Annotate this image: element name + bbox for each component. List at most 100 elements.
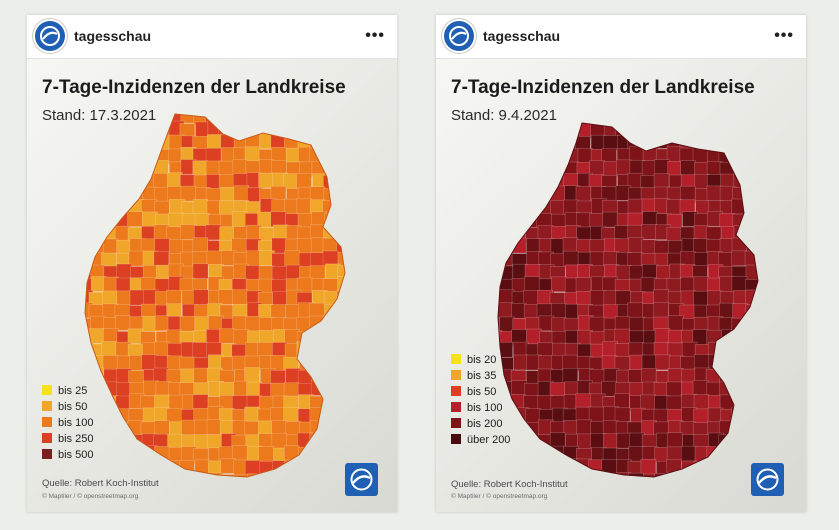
district-cell — [325, 355, 341, 372]
district-cell — [85, 122, 92, 139]
district-cell — [498, 225, 501, 242]
district-cell — [285, 114, 301, 123]
district-cell — [536, 446, 553, 462]
district-cell — [759, 369, 774, 384]
legend-label: bis 100 — [467, 402, 503, 414]
district-cell — [575, 186, 592, 202]
map-date: Stand: 9.4.2021 — [451, 107, 557, 124]
district-cell — [523, 435, 540, 451]
district-cell — [513, 459, 529, 476]
more-options-icon[interactable]: ••• — [365, 27, 385, 44]
district-cell — [336, 367, 345, 383]
district-cell — [180, 185, 197, 202]
district-cell — [615, 123, 631, 137]
legend-label: über 200 — [467, 434, 511, 446]
district-cell — [745, 224, 758, 241]
district-cell — [510, 224, 526, 241]
district-cell — [351, 174, 366, 189]
district-cell — [707, 123, 724, 125]
district-cell — [693, 134, 710, 150]
district-cell — [102, 200, 119, 216]
district-cell — [299, 473, 315, 477]
district-cell — [745, 328, 758, 344]
district-cell — [666, 123, 682, 125]
district-cell — [551, 134, 567, 151]
district-cell — [309, 355, 326, 372]
account-name[interactable]: tagesschau — [74, 28, 152, 44]
district-cell — [498, 317, 500, 334]
district-cell — [693, 123, 709, 126]
district-cell — [116, 121, 133, 138]
district-cell — [760, 251, 775, 266]
district-cell — [102, 161, 118, 178]
district-cell — [498, 341, 514, 358]
district-cell — [154, 114, 170, 124]
district-cell — [323, 175, 339, 191]
district-cell — [745, 369, 758, 386]
germany-map — [84, 113, 366, 478]
district-cell — [85, 238, 93, 254]
district-cell — [114, 173, 131, 190]
district-cell — [512, 123, 528, 138]
district-cell — [116, 432, 133, 449]
district-cell — [641, 123, 658, 126]
district-cell — [324, 120, 340, 137]
district-cell — [325, 447, 341, 463]
district-cell — [180, 471, 197, 477]
district-cell — [85, 212, 91, 229]
district-cell — [271, 266, 288, 282]
account-name[interactable]: tagesschau — [483, 28, 561, 44]
legend-swatch — [451, 370, 461, 380]
district-cell — [335, 380, 345, 396]
district-cell — [654, 473, 671, 477]
district-cell — [324, 114, 340, 125]
district-cell — [283, 445, 300, 462]
district-cell — [759, 238, 774, 253]
district-cell — [627, 302, 643, 319]
tagesschau-logo-avatar[interactable] — [35, 21, 65, 51]
district-cell — [258, 114, 274, 126]
district-cell — [537, 460, 554, 477]
district-cell — [526, 149, 542, 165]
district-cell — [537, 148, 554, 165]
district-cell — [731, 434, 748, 451]
district-cell — [311, 459, 327, 476]
district-cell — [283, 382, 300, 398]
district-cell — [336, 147, 345, 164]
district-cell — [731, 250, 747, 267]
district-cell — [349, 342, 364, 357]
district-cell — [116, 160, 133, 176]
district-cell — [733, 148, 750, 165]
district-cell — [589, 290, 606, 306]
legend-label: bis 35 — [467, 370, 497, 382]
district-cell — [693, 460, 710, 477]
district-cell — [511, 173, 527, 189]
district-cell — [116, 290, 133, 307]
tagesschau-logo-avatar[interactable] — [444, 21, 474, 51]
tagesschau-logo-icon — [345, 463, 378, 496]
district-cell — [324, 380, 340, 397]
district-cell — [498, 199, 515, 216]
district-cell — [85, 160, 93, 177]
district-cell — [128, 159, 144, 175]
district-cell — [641, 354, 658, 371]
district-cell — [336, 134, 345, 150]
legend-label: bis 50 — [58, 401, 88, 413]
district-cell — [744, 135, 758, 152]
district-cell — [614, 123, 631, 124]
district-cell — [733, 472, 750, 477]
district-cell — [511, 148, 528, 164]
district-cell — [245, 250, 262, 267]
district-cell — [666, 381, 682, 398]
district-cell — [666, 395, 683, 412]
district-cell — [653, 123, 670, 139]
district-cell — [760, 199, 775, 214]
district-cell — [349, 160, 364, 175]
district-cell — [335, 212, 345, 229]
district-cell — [298, 114, 314, 126]
district-cell — [746, 316, 758, 333]
district-cell — [168, 472, 185, 477]
district-cell — [102, 395, 118, 411]
district-cell — [759, 226, 774, 241]
more-options-icon[interactable]: ••• — [774, 27, 794, 44]
